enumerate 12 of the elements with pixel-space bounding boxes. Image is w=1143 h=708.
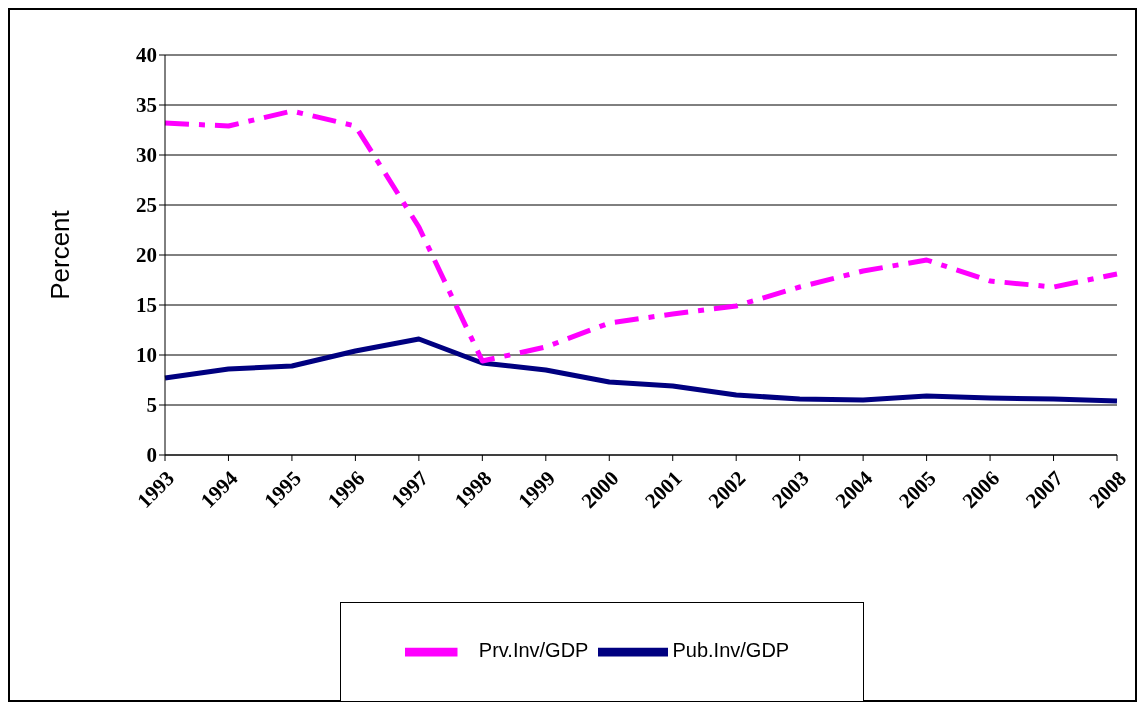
y-axis-title: Percent bbox=[45, 209, 76, 300]
y-tick-label: 0 bbox=[146, 443, 157, 468]
y-tick-label: 40 bbox=[136, 43, 157, 68]
y-tick-label: 10 bbox=[136, 343, 157, 368]
legend-label: Pub.Inv/GDP bbox=[672, 639, 790, 662]
legend-label: Prv.Inv/GDP bbox=[478, 639, 589, 662]
y-tick-label: 35 bbox=[136, 93, 157, 118]
y-tick-label: 15 bbox=[136, 293, 157, 318]
y-tick-label: 30 bbox=[136, 143, 157, 168]
y-tick-label: 5 bbox=[146, 393, 157, 418]
y-tick-label: 20 bbox=[136, 243, 157, 268]
y-tick-label: 25 bbox=[136, 193, 157, 218]
